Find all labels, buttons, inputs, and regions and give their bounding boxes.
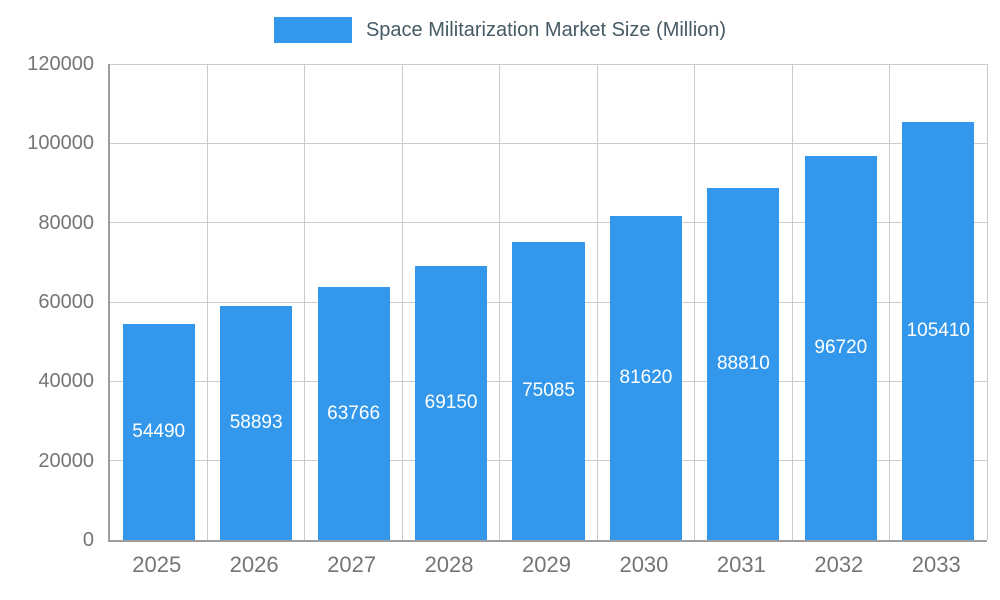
gridline-vertical — [401, 64, 403, 540]
bar-2025: 54490 — [122, 323, 195, 540]
x-axis-label: 2025 — [132, 552, 182, 577]
bar-2033: 105410 — [902, 121, 975, 540]
gridline-vertical — [791, 64, 793, 540]
gridline-vertical — [986, 64, 988, 540]
bar-value-label: 69150 — [424, 391, 478, 413]
gridline-vertical — [596, 64, 598, 540]
x-axis-label: 2028 — [424, 552, 474, 577]
bar-2026: 58893 — [220, 306, 293, 540]
bar-2030: 81620 — [609, 216, 682, 540]
x-axis-label: 2027 — [327, 552, 377, 577]
x-axis: 2025 2026 2027 2028 2029 2030 2031 2032 2033 — [108, 552, 985, 588]
bar-value-label: 58893 — [229, 412, 283, 434]
x-axis-label: 2029 — [522, 552, 571, 577]
y-tick-label: 80000 — [38, 211, 94, 234]
x-axis-label: 2026 — [229, 552, 279, 577]
bar-value-label: 63766 — [327, 402, 381, 424]
y-tick-label: 40000 — [38, 370, 94, 393]
y-tick-label: 100000 — [27, 132, 94, 155]
gridline-vertical — [304, 64, 306, 540]
bar-value-label: 105410 — [906, 319, 970, 341]
bar-value-label: 75085 — [522, 380, 575, 402]
bar-2031: 88810 — [707, 187, 780, 540]
gridline-horizontal — [110, 142, 987, 144]
x-axis-label: 2031 — [716, 552, 766, 577]
bar-2029: 75085 — [512, 242, 585, 540]
y-tick-label: 120000 — [27, 53, 94, 75]
legend[interactable]: Space Militarization Market Size (Millio… — [0, 17, 1000, 43]
y-tick-label: 60000 — [38, 291, 94, 313]
x-axis-label: 2033 — [911, 552, 961, 577]
plot-area: 54490 58893 63766 69150 75085 81620 88810 96720… — [108, 63, 988, 542]
bar-value-label: 96720 — [814, 337, 868, 359]
legend-swatch — [273, 17, 352, 43]
gridline-vertical — [206, 64, 208, 540]
gridline-horizontal — [110, 63, 987, 65]
y-tick-label: 0 — [82, 529, 94, 551]
gridline-vertical — [889, 64, 891, 540]
gridline-vertical — [499, 64, 501, 540]
gridline-vertical — [694, 64, 696, 540]
bar-value-label: 88810 — [716, 352, 770, 374]
legend-label: Space Militarization Market Size (Millio… — [365, 18, 727, 41]
bar-value-label: 81620 — [619, 367, 673, 389]
bar-2027: 63766 — [317, 287, 390, 540]
y-axis: 0 20000 40000 60000 80000 100000 120000 — [0, 53, 94, 551]
bar-2032: 96720 — [804, 156, 877, 540]
bar-2028: 69150 — [415, 265, 488, 540]
bar-value-label: 54490 — [132, 420, 186, 442]
gridline-horizontal — [110, 222, 987, 224]
x-axis-label: 2030 — [619, 552, 669, 577]
y-tick-label: 20000 — [38, 449, 94, 472]
x-axis-label: 2032 — [814, 552, 864, 577]
